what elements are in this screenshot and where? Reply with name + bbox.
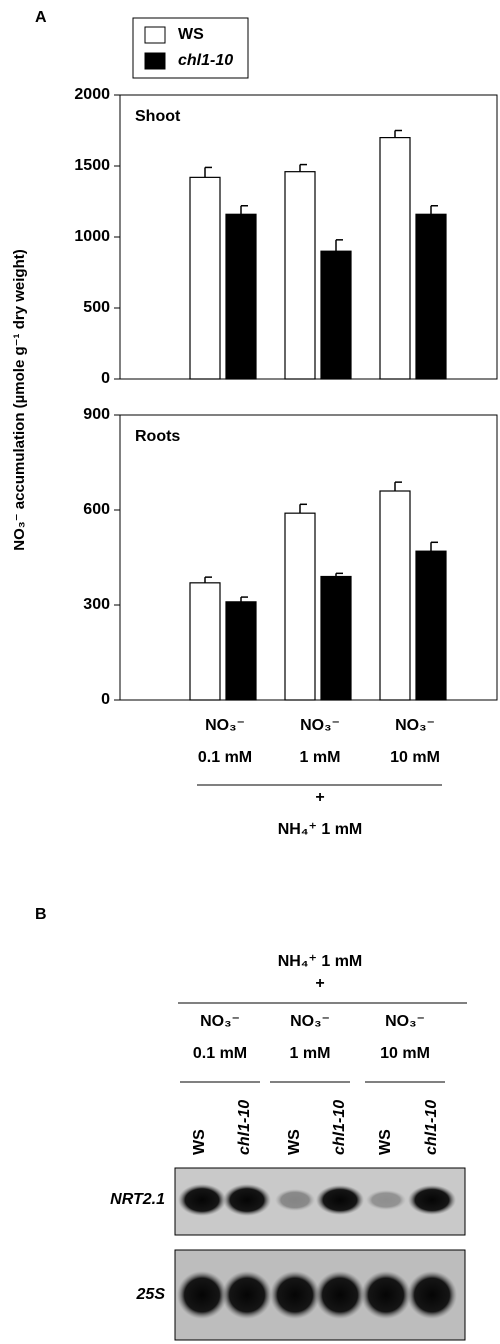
y-tick-label: 1500: [74, 157, 110, 174]
y-tick-label: 300: [83, 596, 110, 613]
bar: [225, 601, 257, 701]
band: [275, 1189, 315, 1211]
y-tick-label: 600: [83, 501, 110, 518]
condition: NH₄⁺ 1 mM: [278, 953, 363, 970]
note: +: [315, 789, 324, 806]
band: [361, 1271, 411, 1319]
bar: [379, 137, 411, 380]
lane-label: WS: [286, 1129, 303, 1155]
bar: [189, 582, 221, 701]
row-label: 25S: [136, 1286, 166, 1303]
group-label: NO₃⁻ 10 mM: [380, 1013, 430, 1062]
lane-label: WS: [377, 1129, 394, 1155]
x-tick-label: NO₃⁻ 1 mM: [299, 717, 341, 766]
bar: [284, 512, 316, 701]
x-tick-label: NO₃⁻ 0.1 mM: [197, 717, 253, 766]
chart-title: Roots: [135, 428, 180, 445]
band: [407, 1271, 457, 1319]
legend-label: chl1-10: [178, 52, 233, 69]
band: [177, 1271, 227, 1319]
band: [223, 1184, 271, 1216]
bar: [415, 213, 447, 380]
bar: [189, 176, 221, 380]
legend-label: WS: [178, 26, 204, 43]
note: NH₄⁺ 1 mM: [278, 821, 363, 838]
group-label: NO₃⁻ 0.1 mM: [192, 1013, 248, 1062]
band: [366, 1190, 406, 1210]
legend-swatch: [144, 52, 166, 70]
bar: [284, 171, 316, 380]
panel-label: A: [35, 9, 47, 26]
group-label: NO₃⁻ 1 mM: [289, 1013, 331, 1062]
bands: [177, 1184, 457, 1319]
band: [408, 1185, 456, 1215]
condition: +: [315, 975, 324, 992]
lane-label: chl1-10: [331, 1100, 348, 1155]
lane-label: chl1-10: [236, 1100, 253, 1155]
y-tick-label: 900: [83, 406, 110, 423]
lane-label: chl1-10: [423, 1100, 440, 1155]
band: [316, 1185, 364, 1215]
legend-swatch: [144, 26, 166, 44]
panel-label: B: [35, 906, 47, 923]
band: [315, 1271, 365, 1319]
row-label: NRT2.1: [110, 1191, 165, 1208]
x-tick-label: NO₃⁻ 10 mM: [390, 717, 440, 766]
band: [270, 1271, 320, 1319]
bar: [320, 575, 352, 701]
band: [222, 1271, 272, 1319]
bar: [320, 250, 352, 380]
bar: [225, 213, 257, 380]
y-tick-label: 500: [83, 299, 110, 316]
y-tick-label: 1000: [74, 228, 110, 245]
bar: [415, 550, 447, 701]
bar: [379, 490, 411, 701]
y-tick-label: 2000: [74, 86, 110, 103]
y-tick-label: 0: [101, 370, 110, 387]
y-tick-label: 0: [101, 691, 110, 708]
y-axis-label: NO₃⁻ accumulation (µmole g⁻¹ dry weight): [11, 249, 28, 550]
chart-title: Shoot: [135, 108, 181, 125]
band: [178, 1184, 226, 1216]
lane-label: WS: [191, 1129, 208, 1155]
